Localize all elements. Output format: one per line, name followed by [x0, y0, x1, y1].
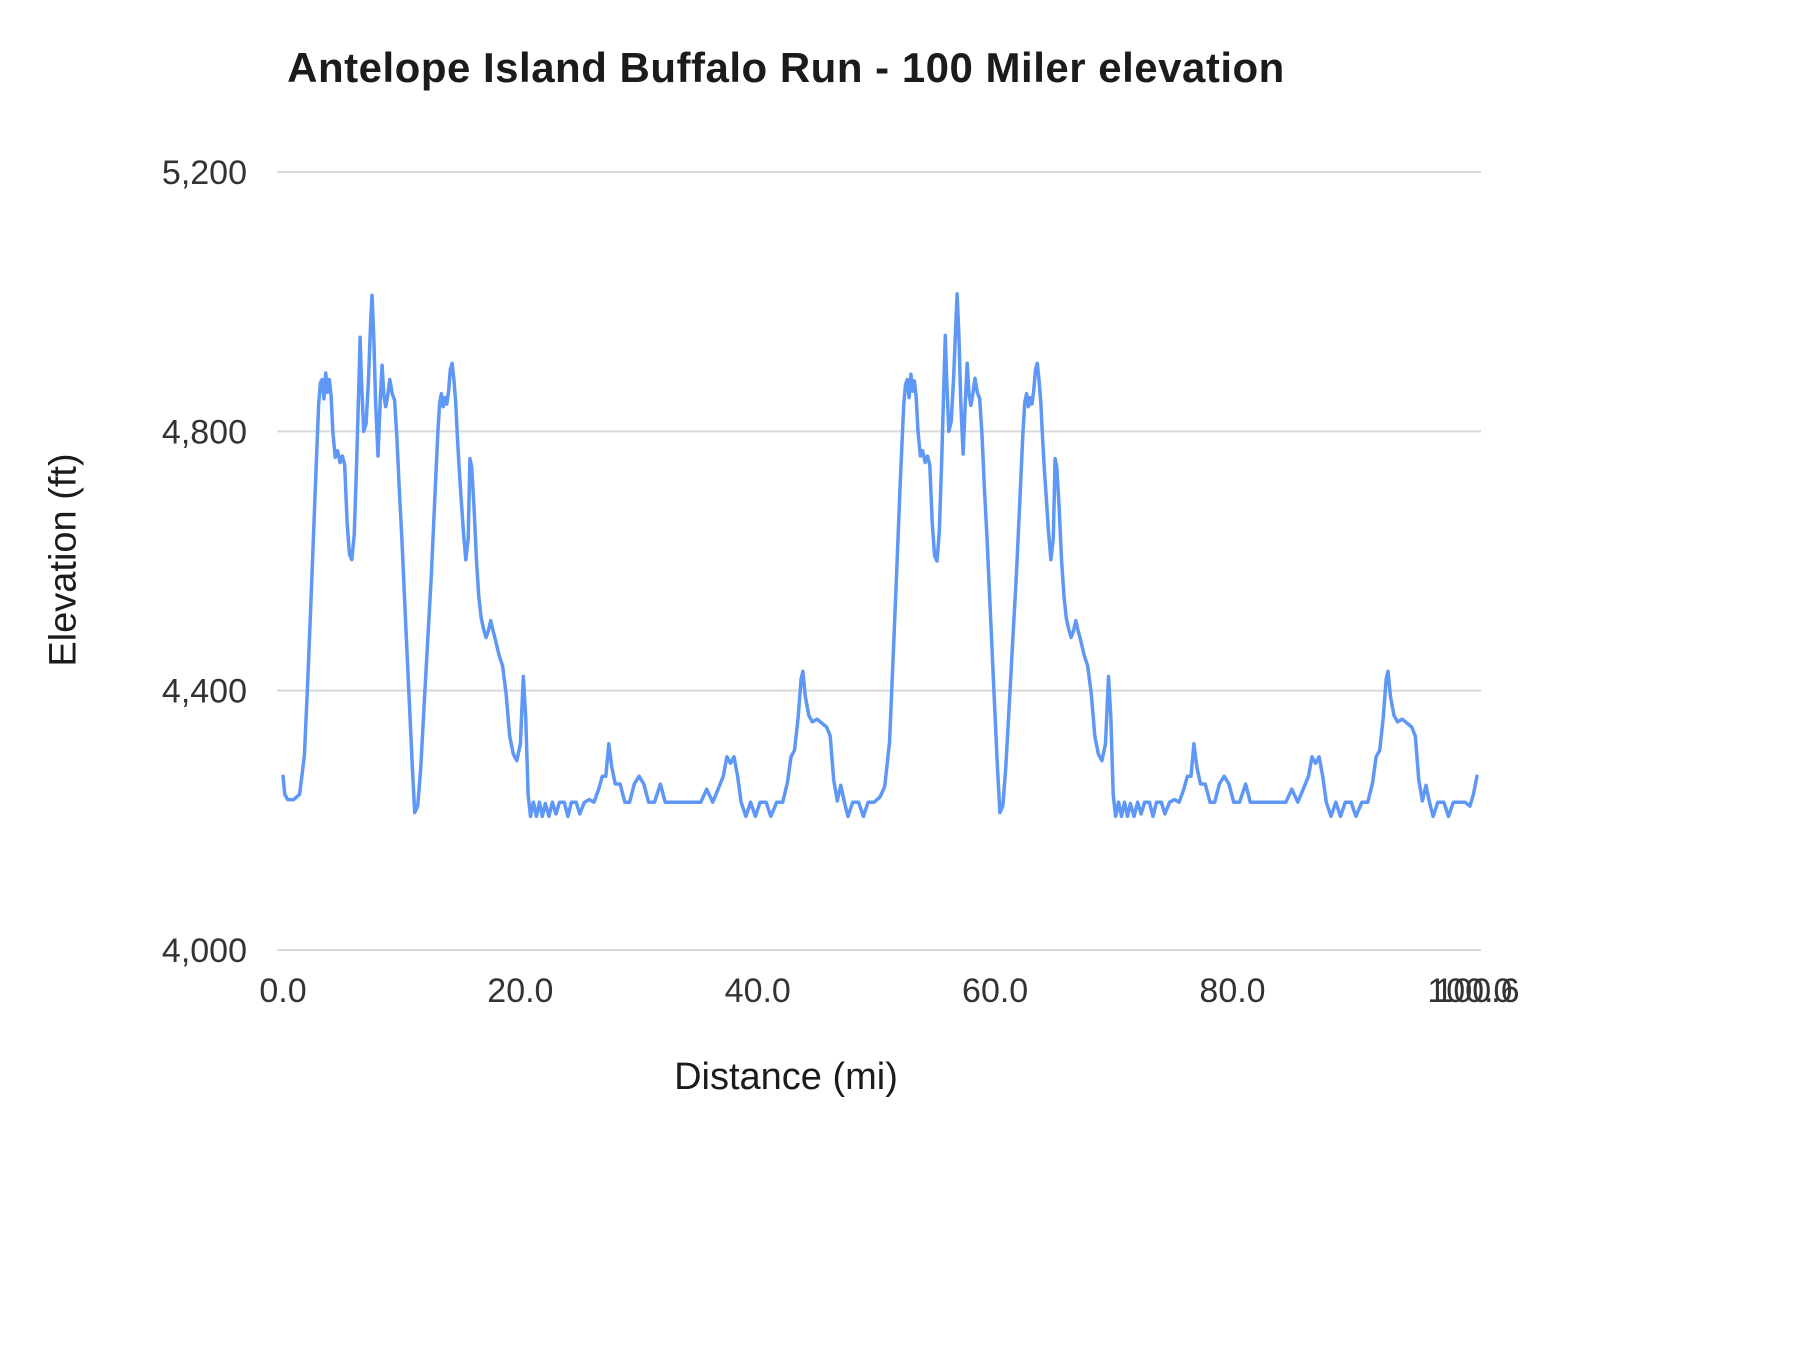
x-tick-label: 60.0 [962, 972, 1028, 1010]
y-tick-label: 4,000 [162, 932, 247, 970]
y-tick-label: 4,800 [162, 413, 247, 451]
x-tick-label: 80.0 [1199, 972, 1265, 1010]
chart-title: Antelope Island Buffalo Run - 100 Miler … [287, 44, 1285, 91]
elevation-line [281, 292, 1479, 819]
x-tick-label: 100.6 [1434, 972, 1519, 1010]
x-tick-label: 40.0 [725, 972, 791, 1010]
x-axis-title: Distance (mi) [674, 1056, 898, 1098]
y-tick-label: 5,200 [162, 154, 247, 192]
y-tick-label: 4,400 [162, 673, 247, 711]
x-tick-label: 0.0 [259, 972, 306, 1010]
x-tick-label: 20.0 [487, 972, 553, 1010]
x-tick-label: 100.0 [1427, 972, 1512, 1010]
